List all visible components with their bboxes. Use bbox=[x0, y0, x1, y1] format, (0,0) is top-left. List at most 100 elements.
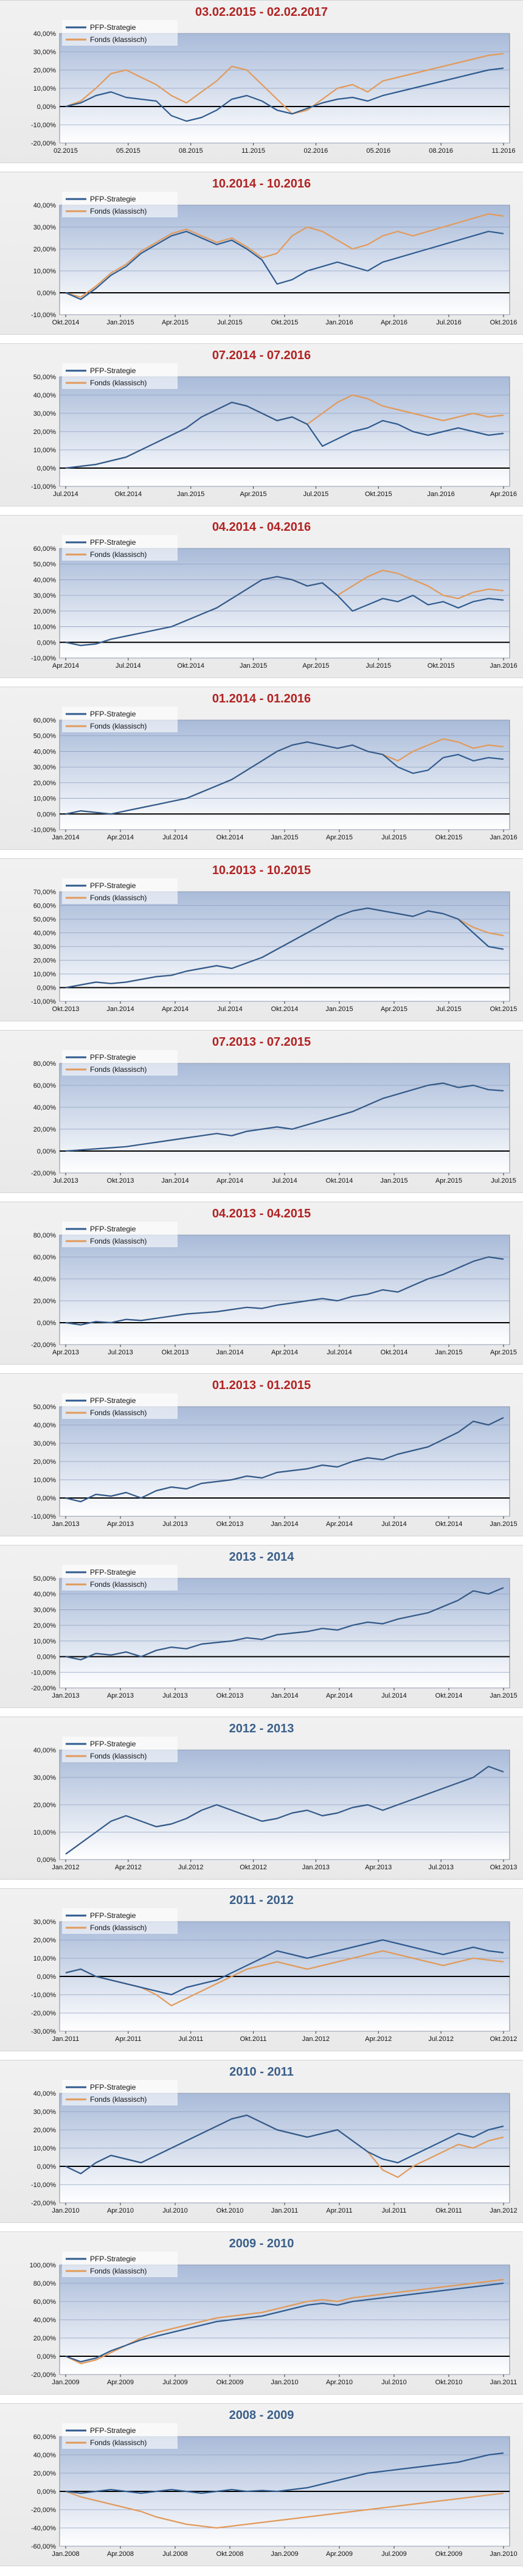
y-tick-label: 0,00% bbox=[37, 2488, 56, 2496]
legend-label: PFP-Strategie bbox=[90, 710, 136, 718]
y-tick-label: 20,00% bbox=[33, 2127, 57, 2134]
legend-label: Fonds (klassisch) bbox=[90, 894, 147, 902]
y-tick-label: 0,00% bbox=[37, 1654, 56, 1661]
x-tick-label: 02.2016 bbox=[304, 147, 328, 155]
chart-svg: -10,00% 0,00% 10,00% 20,00% 30,00% 40,00% 50,0… bbox=[31, 1393, 518, 1528]
x-tick-label: Jan.2015 bbox=[380, 1177, 407, 1185]
chart-svg: -20,00% -10,00% 0,00% 10,00% 20,00% 30,00% 40,… bbox=[31, 20, 515, 155]
y-tick-label: -10,00% bbox=[31, 1992, 56, 1999]
x-tick-label: Apr.2011 bbox=[326, 2207, 352, 2214]
x-tick-label: Okt.2015 bbox=[271, 319, 299, 326]
x-tick-label: Jul.2014 bbox=[116, 662, 141, 670]
x-tick-label: Okt.2009 bbox=[435, 2550, 463, 2558]
chart-panel: 2010 - 2011 -20,00% -10,00% 0,00% 10,00% 20,0… bbox=[0, 2060, 523, 2223]
y-tick-label: -10,00% bbox=[31, 1669, 56, 1676]
legend-box bbox=[62, 878, 178, 904]
legend-label: PFP-Strategie bbox=[90, 881, 136, 890]
x-tick-label: Jul.2015 bbox=[491, 1177, 516, 1185]
x-tick-label: Okt.2014 bbox=[216, 834, 244, 841]
x-tick-label: Okt.2014 bbox=[177, 662, 204, 670]
x-tick-label: Jul.2011 bbox=[178, 2035, 203, 2043]
chart-svg: -20,00% 0,00% 20,00% 40,00% 60,00% 80,00% Jul.… bbox=[31, 1050, 516, 1185]
x-tick-label: Jul.2015 bbox=[365, 662, 391, 670]
x-tick-label: Jul.2015 bbox=[381, 834, 407, 841]
chart-title: 04.2013 - 04.2015 bbox=[212, 1207, 311, 1220]
y-tick-label: 20,00% bbox=[33, 2470, 57, 2477]
legend-label: Fonds (klassisch) bbox=[90, 1065, 147, 1074]
y-tick-label: 0,00% bbox=[37, 1857, 56, 1864]
x-tick-label: Apr.2015 bbox=[326, 834, 353, 841]
chart-panel: 2009 - 2010 -20,00% 0,00% 20,00% 40,00% 60,00… bbox=[0, 2231, 523, 2395]
x-tick-label: Jan.2013 bbox=[52, 1521, 79, 1528]
y-tick-label: 20,00% bbox=[33, 429, 57, 436]
chart-svg: -20,00% -10,00% 0,00% 10,00% 20,00% 30,00% 40,… bbox=[31, 2080, 518, 2214]
x-tick-label: Apr.2013 bbox=[52, 1349, 79, 1356]
legend-label: Fonds (klassisch) bbox=[90, 722, 147, 730]
legend-box bbox=[62, 535, 178, 561]
series-line bbox=[65, 1082, 504, 1152]
legend-label: PFP-Strategie bbox=[90, 23, 136, 32]
chart-title: 01.2014 - 01.2016 bbox=[212, 692, 311, 705]
legend-box bbox=[62, 707, 178, 732]
y-tick-label: 50,00% bbox=[33, 374, 57, 381]
x-tick-label: 02.2015 bbox=[54, 147, 78, 155]
legend-label: PFP-Strategie bbox=[90, 1396, 136, 1405]
x-tick-label: Jan.2012 bbox=[302, 2035, 330, 2043]
legend-label: PFP-Strategie bbox=[90, 1053, 136, 1062]
legend-label: Fonds (klassisch) bbox=[90, 207, 147, 215]
y-tick-label: 40,00% bbox=[33, 2090, 57, 2098]
plot-area bbox=[59, 1063, 510, 1174]
y-tick-label: 30,00% bbox=[33, 1440, 57, 1447]
x-tick-label: Jul.2014 bbox=[272, 1177, 297, 1185]
chart-svg: -20,00% 0,00% 20,00% 40,00% 60,00% 80,00% Apr.… bbox=[31, 1222, 517, 1356]
legend-label: Fonds (klassisch) bbox=[90, 379, 147, 387]
y-tick-label: 40,00% bbox=[33, 392, 57, 399]
x-tick-label: Jul.2011 bbox=[382, 2207, 407, 2214]
plot-area bbox=[59, 548, 510, 659]
y-tick-label: 0,00% bbox=[37, 985, 56, 992]
x-tick-label: Jan.2016 bbox=[428, 491, 455, 498]
y-tick-label: -20,00% bbox=[31, 140, 56, 147]
legend-box bbox=[62, 2252, 178, 2277]
y-tick-label: 50,00% bbox=[33, 916, 57, 923]
x-tick-label: Apr.2010 bbox=[326, 2379, 353, 2386]
legend-label: PFP-Strategie bbox=[90, 538, 136, 547]
legend-label: PFP-Strategie bbox=[90, 2426, 136, 2435]
y-tick-label: 50,00% bbox=[33, 733, 57, 740]
chart-panel: 04.2014 - 04.2016 -10,00% 0,00% 10,00% 20,00… bbox=[0, 515, 523, 678]
legend-label: PFP-Strategie bbox=[90, 1568, 136, 1577]
x-tick-label: Apr.2013 bbox=[107, 1692, 134, 1699]
series-line bbox=[65, 907, 504, 989]
y-tick-label: 0,00% bbox=[37, 811, 56, 818]
y-tick-label: 20,00% bbox=[33, 1622, 57, 1629]
chart-panel: 01.2014 - 01.2016 -10,00% 0,00% 10,00% 20,00… bbox=[0, 687, 523, 850]
x-tick-label: Okt.2014 bbox=[326, 1177, 353, 1185]
y-tick-label: 40,00% bbox=[33, 1591, 57, 1598]
legend-box bbox=[62, 1737, 178, 1762]
y-tick-label: 0,00% bbox=[37, 290, 56, 297]
y-tick-label: -10,00% bbox=[31, 655, 56, 662]
x-tick-label: Jan.2016 bbox=[490, 834, 517, 841]
legend-label: Fonds (klassisch) bbox=[90, 1409, 147, 1417]
y-tick-label: 40,00% bbox=[33, 30, 57, 38]
series-line bbox=[65, 2452, 504, 2494]
x-tick-label: Okt.2013 bbox=[490, 1864, 518, 1871]
chart-svg: -10,00% 0,00% 10,00% 20,00% 30,00% 40,00% Okt.… bbox=[31, 192, 517, 326]
legend-label: Fonds (klassisch) bbox=[90, 2267, 147, 2275]
x-tick-label: Okt.2010 bbox=[216, 2207, 244, 2214]
x-tick-label: Jul.2012 bbox=[178, 1864, 204, 1871]
y-tick-label: -10,00% bbox=[31, 998, 56, 1006]
x-tick-label: Okt.2014 bbox=[435, 1692, 463, 1699]
legend-label: Fonds (klassisch) bbox=[90, 1580, 147, 1589]
x-tick-label: Jan.2014 bbox=[106, 1006, 134, 1013]
series-line bbox=[65, 576, 504, 646]
y-tick-label: 10,00% bbox=[33, 85, 57, 93]
x-tick-label: Apr.2016 bbox=[490, 491, 517, 498]
x-tick-label: Okt.2015 bbox=[428, 662, 455, 670]
y-tick-label: 10,00% bbox=[33, 1638, 57, 1645]
x-tick-label: Jul.2010 bbox=[381, 2379, 407, 2386]
chart-svg: 0,00% 10,00% 20,00% 30,00% 40,00% Jan.2012 Apr… bbox=[33, 1737, 518, 1871]
y-tick-label: 10,00% bbox=[33, 796, 57, 803]
x-tick-label: Jul.2013 bbox=[428, 1864, 454, 1871]
x-tick-label: Apr.2013 bbox=[107, 1521, 134, 1528]
